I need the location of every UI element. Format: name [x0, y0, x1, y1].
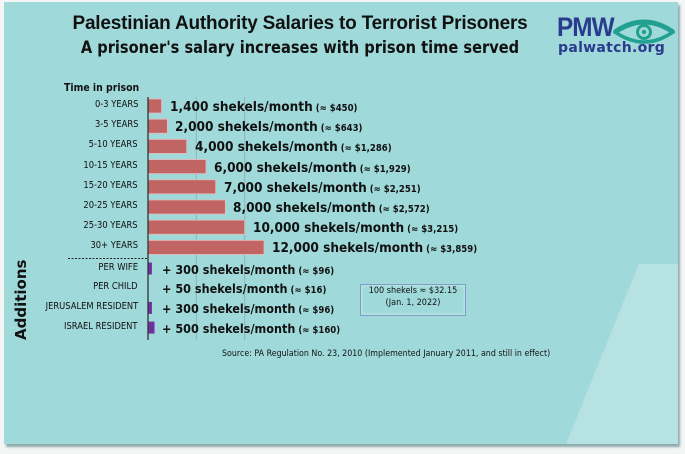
usd-amount: (≈ $1,286) [337, 143, 392, 155]
shekel-amount: 1,400 shekels/month [169, 99, 313, 115]
salary-bar-4 [147, 179, 217, 195]
salary-category-7: 30+ YEARS [90, 240, 138, 252]
chart-subtitle: A prisoner's salary increases with priso… [80, 38, 520, 58]
exchange-rate-box: 100 shekels ≈ $32.15 (Jan. 1, 2022) [360, 284, 466, 316]
shekel-amount: 12,000 shekels/month [272, 240, 424, 257]
usd-amount: (≈ $2,251) [366, 183, 421, 195]
addition-value-label-2: + 300 shekels/month (≈ $96) [162, 298, 334, 317]
usd-amount: (≈ $16) [287, 285, 327, 297]
salary-value-label-4: 7,000 shekels/month (≈ $2,251) [224, 177, 421, 196]
salary-category-6: 25-30 YEARS [83, 220, 138, 232]
usd-amount: (≈ $96) [295, 304, 335, 316]
addition-category-3: ISRAEL RESIDENT [64, 320, 138, 332]
salary-bar-3 [147, 159, 207, 175]
addition-bar-0 [148, 262, 152, 275]
salary-value-label-2: 4,000 shekels/month (≈ $1,286) [195, 136, 392, 155]
shekel-amount: 8,000 shekels/month [233, 200, 377, 216]
usd-amount: (≈ $643) [318, 123, 363, 135]
addition-value-label-0: + 300 shekels/month (≈ $96) [162, 259, 334, 278]
salary-category-0: 0-3 YEARS [94, 99, 138, 110]
salary-category-5: 20-25 YEARS [83, 200, 138, 211]
salary-value-label-1: 2,000 shekels/month (≈ $643) [175, 116, 362, 135]
shekel-amount: + 300 shekels/month [162, 300, 296, 316]
shekel-amount: 10,000 shekels/month [252, 220, 404, 237]
addition-category-0: PER WIFE [98, 261, 138, 273]
shekel-amount: 6,000 shekels/month [214, 159, 357, 176]
logo-site: palwatch.org [558, 40, 666, 56]
shekel-amount: 4,000 shekels/month [194, 139, 338, 156]
salary-bar-2 [147, 138, 188, 154]
salary-bar-6 [147, 219, 246, 235]
salary-bar-7 [147, 239, 265, 255]
shekel-amount: 7,000 shekels/month [223, 179, 367, 196]
salary-bar-0 [147, 98, 162, 114]
shekel-amount: 2,000 shekels/month [175, 119, 319, 136]
usd-amount: (≈ $160) [295, 324, 341, 336]
exchange-rate-text: 100 shekels ≈ $32.15 [368, 286, 458, 296]
usd-amount: (≈ $3,215) [403, 224, 458, 236]
usd-amount: (≈ $1,929) [356, 163, 411, 175]
addition-value-label-3: + 500 shekels/month (≈ $160) [162, 318, 340, 337]
exchange-rate-date: (Jan. 1, 2022) [385, 298, 441, 308]
salary-category-1: 3-5 YEARS [94, 119, 138, 131]
usd-amount: (≈ $3,859) [423, 244, 478, 256]
addition-bar-3 [148, 321, 155, 334]
category-axis-label: Time in prison [64, 81, 140, 94]
logo-brand: PMW [557, 12, 615, 42]
chart-title: Palestinian Authority Salaries to Terror… [72, 13, 528, 34]
source-note: Source: PA Regulation No. 23, 2010 (Impl… [222, 349, 551, 359]
shekel-amount: + 500 shekels/month [162, 320, 296, 336]
eye-icon [613, 19, 675, 44]
chart-panel [4, 2, 678, 444]
salary-category-4: 15-20 YEARS [83, 179, 138, 191]
salary-value-label-5: 8,000 shekels/month (≈ $2,572) [233, 197, 430, 216]
salary-value-label-7: 12,000 shekels/month (≈ $3,859) [272, 237, 477, 256]
addition-bar-2 [148, 301, 152, 314]
addition-value-label-1: + 50 shekels/month (≈ $16) [162, 278, 326, 297]
shekel-amount: + 300 shekels/month [162, 261, 296, 277]
pmw-logo[interactable]: PMW palwatch.org [557, 12, 677, 60]
salary-bar-5 [147, 199, 226, 215]
salary-category-2: 5-10 YEARS [89, 139, 138, 151]
shekel-amount: + 50 shekels/month [162, 281, 288, 297]
salary-bar-1 [147, 118, 168, 134]
salary-value-label-6: 10,000 shekels/month (≈ $3,215) [253, 217, 458, 236]
usd-amount: (≈ $96) [295, 265, 335, 277]
usd-amount: (≈ $450) [312, 103, 357, 114]
addition-category-2: JERUSALEM RESIDENT [45, 300, 138, 312]
salary-value-label-0: 1,400 shekels/month (≈ $450) [170, 96, 357, 115]
salary-value-label-3: 6,000 shekels/month (≈ $1,929) [214, 157, 411, 176]
salary-category-3: 10-15 YEARS [83, 159, 138, 171]
addition-category-1: PER CHILD [93, 281, 138, 293]
usd-amount: (≈ $2,572) [376, 204, 430, 215]
